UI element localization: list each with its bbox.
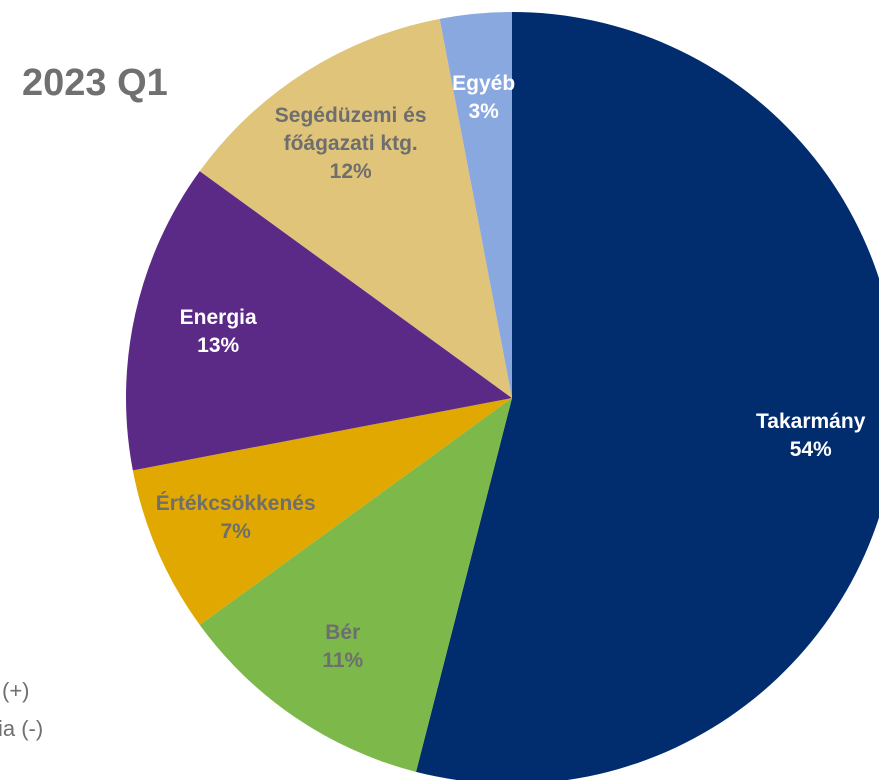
category-label: Energia [179,306,257,330]
chart-title: 2023 Q1 [22,62,168,104]
slice-label: Bér 11% [248,619,438,675]
value-label: 11% [322,649,364,673]
slice-label: Energia 13% [123,304,313,360]
slice-label: Takarmány 54% [716,408,879,464]
pie-slice [416,12,879,780]
pie-slice [126,171,513,471]
category-label: Takarmány [756,409,866,433]
fragment-text: (+) [2,678,30,703]
value-label: 3% [468,100,499,124]
pie-slice [199,18,513,398]
slice-label: Segédüzemi és főágazati ktg. 12% [256,102,446,186]
pie-slice [439,12,512,398]
pie-slice [199,398,513,772]
slice-label: Értékcsökkenés 7% [141,490,331,546]
category-label: Bér [325,621,361,645]
pie-slice [132,398,512,625]
value-label: 7% [220,519,251,543]
category-label: Egyéb [452,72,516,96]
slice-label: Egyéb 3% [389,70,579,126]
value-label: 13% [197,334,240,358]
category-label: Segédüzemi és főágazati ktg. [274,103,427,155]
value-label: 12% [329,159,372,183]
category-label: Értékcsökkenés [155,491,316,515]
fragment-text: ia (-) [0,716,44,741]
value-label: 54% [789,437,832,461]
